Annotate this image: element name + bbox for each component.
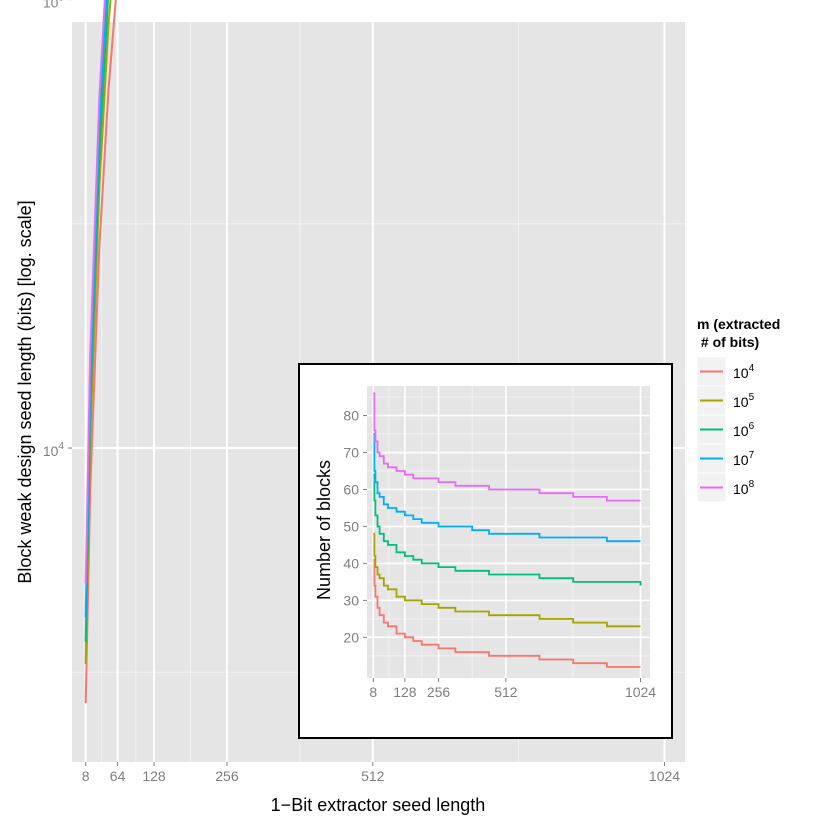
legend-label: 106 bbox=[733, 421, 755, 439]
inset-gridlines bbox=[367, 386, 650, 678]
main-x-tick-label: 512 bbox=[361, 768, 385, 784]
inset-y-tick-label: 80 bbox=[343, 408, 359, 424]
inset-series-line-7 bbox=[373, 433, 641, 543]
main-x-tick-label: 256 bbox=[215, 768, 239, 784]
inset-y-tick-label: 40 bbox=[343, 555, 359, 571]
inset-y-tick-label: 60 bbox=[343, 481, 359, 497]
inset-series-line-5 bbox=[373, 532, 641, 628]
inset-series-line-6 bbox=[373, 473, 642, 586]
legend-title-line2: # of bits) bbox=[697, 334, 759, 350]
inset-y-axis: 20 30 40 50 60 70 80 bbox=[343, 408, 367, 645]
main-x-tick-label: 1024 bbox=[649, 768, 680, 784]
main-y-tick-label: 104 bbox=[43, 441, 65, 459]
main-series-line-6 bbox=[84, 0, 109, 642]
legend-label: 108 bbox=[733, 479, 755, 497]
inset-plot-panel bbox=[367, 386, 650, 678]
inset-series-lines bbox=[373, 392, 642, 668]
inset-series-line-4 bbox=[373, 558, 641, 668]
legend: m (extracted # of bits) 104 105 106 107 108 bbox=[696, 316, 780, 503]
inset-y-axis-title: Number of blocks bbox=[314, 460, 334, 600]
legend-item: 106 bbox=[696, 414, 755, 445]
inset-y-tick-label: 30 bbox=[343, 592, 359, 608]
main-x-tick-label: 128 bbox=[142, 768, 166, 784]
main-series-line-7 bbox=[84, 0, 108, 618]
inset-y-tick-label: 50 bbox=[343, 518, 359, 534]
main-series-lines bbox=[84, 0, 117, 704]
main-y-tick-label: 105 bbox=[43, 0, 65, 11]
main-x-tick-label: 8 bbox=[82, 768, 90, 784]
legend-label: 105 bbox=[733, 392, 755, 410]
legend-item: 108 bbox=[696, 472, 755, 503]
legend-label: 104 bbox=[733, 363, 755, 381]
legend-item: 104 bbox=[696, 356, 755, 387]
legend-title-line1: m (extracted bbox=[697, 316, 780, 332]
main-series-line-4 bbox=[84, 0, 117, 704]
legend-item: 107 bbox=[696, 443, 755, 474]
inset-y-tick-label: 70 bbox=[343, 445, 359, 461]
main-x-axis: 8 64 128 256 512 1024 bbox=[82, 762, 680, 784]
inset-x-tick-label: 8 bbox=[369, 684, 377, 700]
inset-series-line-8 bbox=[373, 392, 641, 502]
main-series-line-5 bbox=[84, 0, 112, 665]
legend-label: 107 bbox=[733, 450, 755, 468]
inset-x-tick-label: 1024 bbox=[625, 684, 656, 700]
inset-x-axis: 8 128 256 512 1024 bbox=[369, 678, 656, 700]
main-series-line-8 bbox=[84, 0, 106, 584]
main-x-tick-label: 64 bbox=[110, 768, 126, 784]
main-y-axis-title: Block weak design seed length (bits) [lo… bbox=[15, 200, 35, 583]
inset-x-tick-label: 128 bbox=[393, 684, 417, 700]
inset-x-tick-label: 512 bbox=[494, 684, 518, 700]
inset-y-tick-label: 20 bbox=[343, 629, 359, 645]
inset-x-tick-label: 256 bbox=[427, 684, 451, 700]
legend-item: 105 bbox=[696, 385, 755, 416]
main-x-axis-title: 1−Bit extractor seed length bbox=[271, 795, 486, 815]
